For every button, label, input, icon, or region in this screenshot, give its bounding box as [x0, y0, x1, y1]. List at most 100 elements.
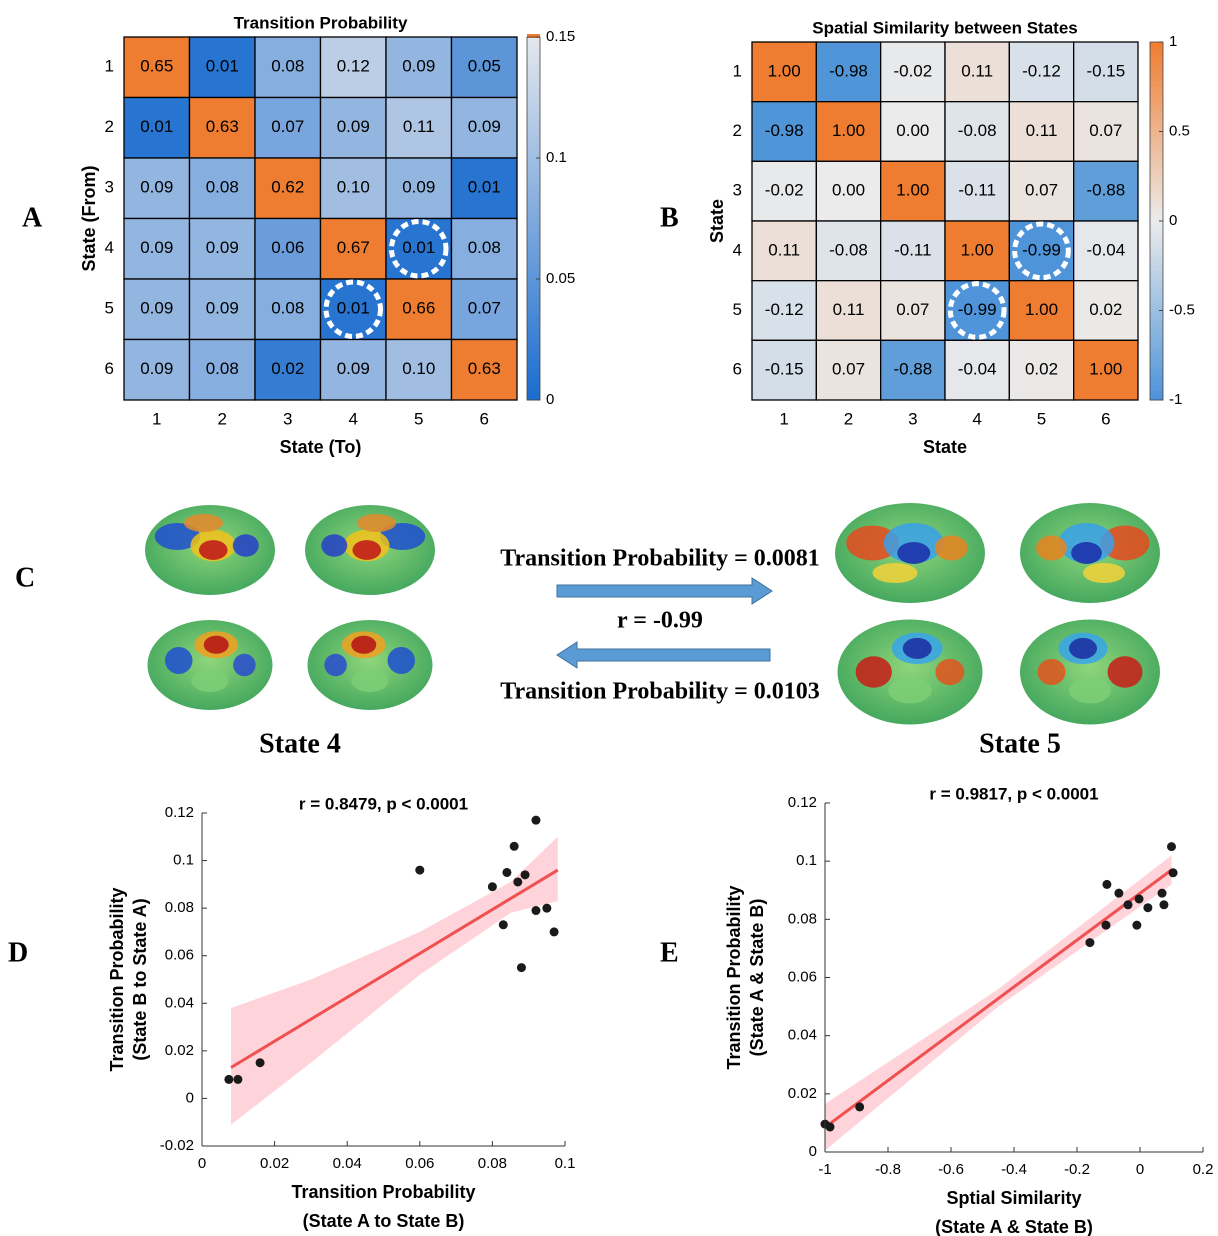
colorbar-step — [527, 228, 540, 233]
cell-label: 0.01 — [337, 299, 370, 318]
colorbar-step — [1150, 239, 1163, 244]
colorbar-step — [1150, 114, 1163, 119]
colorbar-step — [1150, 364, 1163, 369]
colorbar-step — [1150, 181, 1163, 186]
cell-label: 0.07 — [1089, 121, 1122, 140]
data-point — [1159, 900, 1168, 909]
figure: C Transition Probability = 0.0081 r = -0… — [0, 0, 1218, 1236]
colorbar-step — [527, 377, 540, 382]
annotation: r = 0.9817, p < 0.0001 — [929, 784, 1098, 803]
colorbar-step — [527, 346, 540, 351]
colorbar-step — [527, 55, 540, 60]
y-tick-label: 4 — [733, 240, 742, 259]
colorbar-step — [1150, 42, 1163, 47]
colorbar-step — [1150, 297, 1163, 302]
cell-label: 0.01 — [402, 238, 435, 257]
y-tick-label: 4 — [105, 238, 114, 257]
cell-label: 0.11 — [403, 117, 435, 136]
cell-label: -0.99 — [1022, 240, 1061, 259]
colorbar-step — [1150, 60, 1163, 65]
colorbar-step — [527, 314, 540, 319]
colorbar-step — [1150, 163, 1163, 168]
arrow-right — [557, 578, 772, 604]
correlation-label: r = -0.99 — [617, 608, 703, 634]
colorbar-step — [1150, 100, 1163, 105]
data-point — [1167, 842, 1176, 851]
colorbar-step — [527, 350, 540, 355]
cell-label: 0.09 — [206, 238, 239, 257]
brain-patch — [1038, 659, 1066, 685]
cell-label: 0.09 — [337, 117, 370, 136]
x-tick-label: 5 — [414, 409, 423, 428]
brain-patch — [1036, 536, 1067, 561]
cell-label: 0.02 — [1089, 300, 1122, 319]
cell-label: 0.08 — [206, 178, 239, 197]
annotation: r = 0.8479, p < 0.0001 — [299, 794, 468, 813]
cell-label: 0.09 — [402, 57, 435, 76]
colorbar-step — [527, 341, 540, 346]
colorbar-step — [1150, 324, 1163, 329]
colorbar-step — [1150, 176, 1163, 181]
cell-label: 0.09 — [140, 178, 173, 197]
cell-label: -0.04 — [958, 360, 997, 379]
colorbar-step — [527, 391, 540, 396]
colorbar-step — [527, 246, 540, 251]
colorbar-step — [1150, 172, 1163, 177]
y-tick-label: 0.02 — [165, 1042, 194, 1059]
cell-label: -0.98 — [829, 61, 868, 80]
y-tick-label: 2 — [733, 121, 742, 140]
colorbar-step — [1150, 333, 1163, 338]
colorbar-step — [1150, 105, 1163, 110]
colorbar-step — [1150, 293, 1163, 298]
data-point — [517, 963, 526, 972]
colorbar-step — [527, 146, 540, 151]
colorbar-step — [1150, 270, 1163, 275]
cell-label: 0.01 — [140, 117, 173, 136]
brain-patch — [184, 514, 223, 532]
cell-label: 0.09 — [337, 359, 370, 378]
y-axis-label: (State A & State B) — [747, 899, 767, 1057]
colorbar-step — [1150, 225, 1163, 230]
x-tick-label: -0.8 — [875, 1161, 901, 1178]
colorbar-step — [1150, 315, 1163, 320]
colorbar-step — [527, 268, 540, 273]
y-tick-label: 6 — [733, 360, 742, 379]
colorbar-step — [527, 137, 540, 142]
cell-label: -0.12 — [765, 300, 804, 319]
data-point — [826, 1122, 835, 1131]
data-point — [1124, 900, 1133, 909]
y-tick-label: 1 — [105, 57, 114, 76]
colorbar-step — [1150, 145, 1163, 150]
cell-label: 0.10 — [402, 359, 435, 378]
colorbar-step — [1150, 154, 1163, 159]
cell-label: -0.88 — [893, 360, 932, 379]
cell-label: -0.02 — [765, 181, 804, 200]
colorbar-step — [1150, 64, 1163, 69]
y-tick-label: 0.1 — [173, 852, 194, 869]
x-tick-label: 4 — [349, 409, 358, 428]
data-point — [233, 1075, 242, 1084]
y-tick-label: 3 — [105, 178, 114, 197]
colorbar-step — [527, 386, 540, 391]
colorbar-step — [527, 327, 540, 332]
colorbar-step — [1150, 351, 1163, 356]
colorbar-step — [1150, 243, 1163, 248]
colorbar-tick-label: 0.5 — [1169, 122, 1190, 139]
cell-label: 0.07 — [271, 117, 304, 136]
data-point — [1102, 880, 1111, 889]
colorbar-step — [527, 51, 540, 56]
colorbar-step — [527, 291, 540, 296]
cell-label: 0.12 — [337, 57, 370, 76]
colorbar-step — [1150, 319, 1163, 324]
colorbar-tick-label: 0.05 — [546, 270, 575, 287]
y-tick-label: 0.12 — [165, 804, 194, 821]
cell-label: 1.00 — [1025, 300, 1058, 319]
y-tick-label: 0 — [186, 1089, 194, 1106]
data-point — [1132, 921, 1141, 930]
colorbar-step — [1150, 203, 1163, 208]
x-tick-label: 5 — [1037, 409, 1046, 428]
colorbar-step — [527, 318, 540, 323]
cell-label: 0.08 — [271, 299, 304, 318]
colorbar-step — [527, 141, 540, 146]
colorbar-step — [1150, 234, 1163, 239]
